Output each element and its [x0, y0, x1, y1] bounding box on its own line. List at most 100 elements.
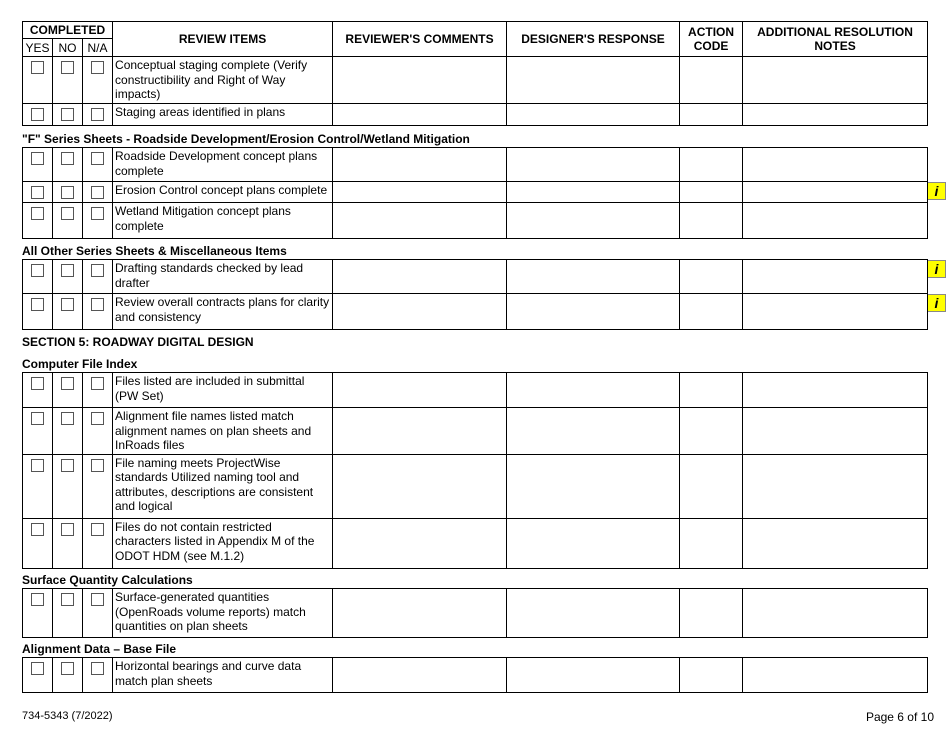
- notes-cell[interactable]: [742, 293, 928, 330]
- no-checkbox[interactable]: [61, 264, 74, 277]
- info-icon[interactable]: i: [927, 294, 946, 312]
- na-checkbox[interactable]: [91, 264, 104, 277]
- yes-checkbox[interactable]: [31, 298, 44, 311]
- yes-checkbox[interactable]: [31, 593, 44, 606]
- yes-checkbox[interactable]: [31, 522, 44, 536]
- info-icon[interactable]: i: [927, 260, 946, 278]
- notes-cell[interactable]: [742, 202, 928, 239]
- action-code-cell[interactable]: [679, 517, 743, 569]
- action-code-cell[interactable]: [679, 56, 744, 104]
- no-checkbox[interactable]: [61, 522, 74, 536]
- no-checkbox[interactable]: [61, 593, 74, 606]
- notes-cell[interactable]: [742, 517, 928, 569]
- yes-checkbox[interactable]: [31, 108, 44, 121]
- designers-response-cell[interactable]: [506, 588, 680, 638]
- notes-cell[interactable]: [742, 147, 928, 182]
- no-checkbox[interactable]: [61, 377, 74, 390]
- reviewers-comments-cell[interactable]: [332, 453, 507, 519]
- reviewers-comments-cell[interactable]: [332, 103, 508, 126]
- no-checkbox[interactable]: [61, 662, 74, 675]
- yes-checkbox[interactable]: [31, 458, 44, 472]
- yes-checkbox[interactable]: [31, 61, 44, 74]
- reviewers-comments-cell[interactable]: [332, 657, 507, 693]
- reviewers-comments-cell[interactable]: [332, 147, 507, 182]
- action-code-cell[interactable]: [679, 372, 743, 408]
- na-cell: [82, 181, 113, 203]
- designers-response-cell[interactable]: [506, 407, 680, 455]
- yes-checkbox[interactable]: [31, 377, 44, 390]
- na-checkbox[interactable]: [91, 298, 104, 311]
- na-checkbox[interactable]: [91, 662, 104, 675]
- designers-response-cell[interactable]: [506, 147, 680, 182]
- reviewers-comments-cell[interactable]: [332, 202, 507, 239]
- designers-response-cell[interactable]: [506, 202, 680, 239]
- yes-checkbox[interactable]: [31, 207, 44, 220]
- action-code-cell[interactable]: [679, 293, 743, 330]
- action-code-cell[interactable]: [679, 259, 743, 294]
- na-checkbox[interactable]: [91, 152, 104, 165]
- action-code-cell[interactable]: [679, 657, 743, 693]
- na-checkbox[interactable]: [91, 207, 104, 220]
- na-checkbox[interactable]: [91, 61, 105, 74]
- na-checkbox[interactable]: [91, 458, 104, 472]
- reviewers-comments-cell[interactable]: [332, 372, 507, 408]
- yes-checkbox[interactable]: [31, 412, 44, 425]
- notes-cell[interactable]: [742, 453, 928, 519]
- action-code-cell[interactable]: [679, 103, 744, 126]
- notes-cell[interactable]: [742, 657, 928, 693]
- reviewers-comments-cell[interactable]: [332, 407, 507, 455]
- notes-cell[interactable]: [742, 103, 929, 126]
- notes-cell[interactable]: [742, 56, 929, 104]
- na-checkbox[interactable]: [91, 522, 104, 536]
- reviewers-comments-cell[interactable]: [332, 517, 507, 569]
- yes-checkbox[interactable]: [31, 264, 44, 277]
- action-code-cell[interactable]: [679, 588, 743, 638]
- reviewers-comments-cell[interactable]: [332, 259, 507, 294]
- designers-response-cell[interactable]: [506, 56, 681, 104]
- na-checkbox[interactable]: [91, 108, 105, 121]
- designers-response-cell[interactable]: [506, 259, 680, 294]
- no-checkbox[interactable]: [61, 458, 74, 472]
- designers-response-cell[interactable]: [506, 453, 680, 519]
- na-checkbox[interactable]: [91, 186, 104, 199]
- yes-checkbox[interactable]: [31, 152, 44, 165]
- yes-checkbox[interactable]: [31, 186, 44, 199]
- notes-cell[interactable]: [742, 372, 928, 408]
- na-cell: [82, 517, 113, 569]
- action-code-cell[interactable]: [679, 147, 743, 182]
- na-checkbox[interactable]: [91, 412, 104, 425]
- action-code-cell[interactable]: [679, 181, 743, 203]
- review-item: Files listed are included in submittal (…: [112, 372, 333, 408]
- info-icon[interactable]: i: [927, 182, 946, 200]
- table-row: Drafting standards checked by lead draft…: [22, 259, 928, 294]
- notes-cell[interactable]: [742, 407, 928, 455]
- no-checkbox[interactable]: [61, 152, 74, 165]
- designers-response-cell[interactable]: [506, 372, 680, 408]
- action-code-cell[interactable]: [679, 202, 743, 239]
- no-checkbox[interactable]: [61, 61, 74, 74]
- action-code-cell[interactable]: [679, 453, 743, 519]
- na-checkbox[interactable]: [91, 377, 104, 390]
- notes-cell[interactable]: [742, 259, 928, 294]
- designers-response-cell[interactable]: [506, 293, 680, 330]
- no-checkbox[interactable]: [61, 412, 74, 425]
- reviewers-comments-cell[interactable]: [332, 56, 508, 104]
- designers-response-cell[interactable]: [506, 657, 680, 693]
- reviewers-comments-cell[interactable]: [332, 181, 507, 203]
- no-checkbox[interactable]: [61, 186, 74, 199]
- reviewers-comments-cell[interactable]: [332, 293, 507, 330]
- designers-response-cell[interactable]: [506, 181, 680, 203]
- na-checkbox[interactable]: [91, 593, 104, 606]
- na-cell: [81, 103, 114, 126]
- designers-response-cell[interactable]: [506, 103, 681, 126]
- notes-cell[interactable]: [742, 181, 928, 203]
- designers-response-cell[interactable]: [506, 517, 680, 569]
- action-code-cell[interactable]: [679, 407, 743, 455]
- reviewers-comments-cell[interactable]: [332, 588, 507, 638]
- no-checkbox[interactable]: [61, 108, 74, 121]
- notes-cell[interactable]: [742, 588, 928, 638]
- no-cell: [52, 588, 83, 638]
- no-checkbox[interactable]: [61, 207, 74, 220]
- no-checkbox[interactable]: [61, 298, 74, 311]
- yes-checkbox[interactable]: [31, 662, 44, 675]
